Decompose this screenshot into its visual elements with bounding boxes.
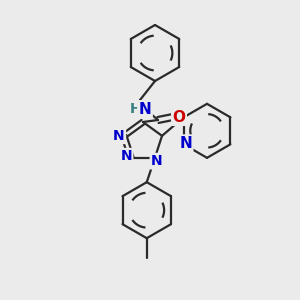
Text: N: N (139, 101, 152, 116)
Text: N: N (113, 129, 125, 143)
Text: O: O (172, 110, 185, 124)
Text: N: N (151, 154, 163, 168)
Text: N: N (179, 136, 192, 151)
Text: N: N (120, 149, 132, 163)
Text: H: H (130, 102, 142, 116)
